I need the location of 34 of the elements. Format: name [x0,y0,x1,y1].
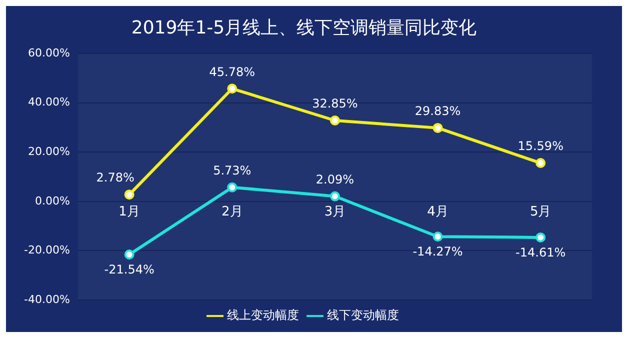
data-label: 15.59% [518,139,564,154]
data-label: 2.09% [316,172,354,186]
y-tick-label: 40.00% [28,96,70,109]
legend-label: 线下变动幅度 [327,308,399,322]
point [124,250,134,260]
data-label: 45.78% [209,64,256,79]
data-label: 32.85% [312,96,358,111]
point [330,191,340,202]
x-tick-label: 5月 [530,204,552,220]
legend-label: 线上变动幅度 [227,308,299,322]
data-label: -14.27% [412,244,463,259]
x-tick-label: 2月 [222,204,243,220]
point [536,158,546,168]
point [536,232,546,242]
point [432,232,443,242]
y-tick-label: 0.00% [34,194,70,208]
x-tick-label: 1月 [118,204,140,220]
y-tick-label: -20.00% [24,244,70,257]
y-tick-label: 60.00% [28,46,70,60]
data-label: 29.83% [414,104,461,118]
point [330,116,340,126]
point [432,122,443,133]
x-tick-label: 3月 [324,204,346,220]
data-label: 5.73% [213,163,252,178]
y-tick-label: -40.00% [24,292,70,306]
data-label: -14.61% [516,246,566,260]
data-label: 2.78% [96,170,134,185]
point [124,190,134,200]
y-tick-label: 20.00% [28,145,70,158]
chart-title: 2019年1-5月线上、线下空调销量同比变化 [131,17,477,38]
data-label: -21.54% [104,262,154,277]
point [227,182,238,192]
point [227,84,238,94]
x-tick-label: 4月 [427,204,448,220]
